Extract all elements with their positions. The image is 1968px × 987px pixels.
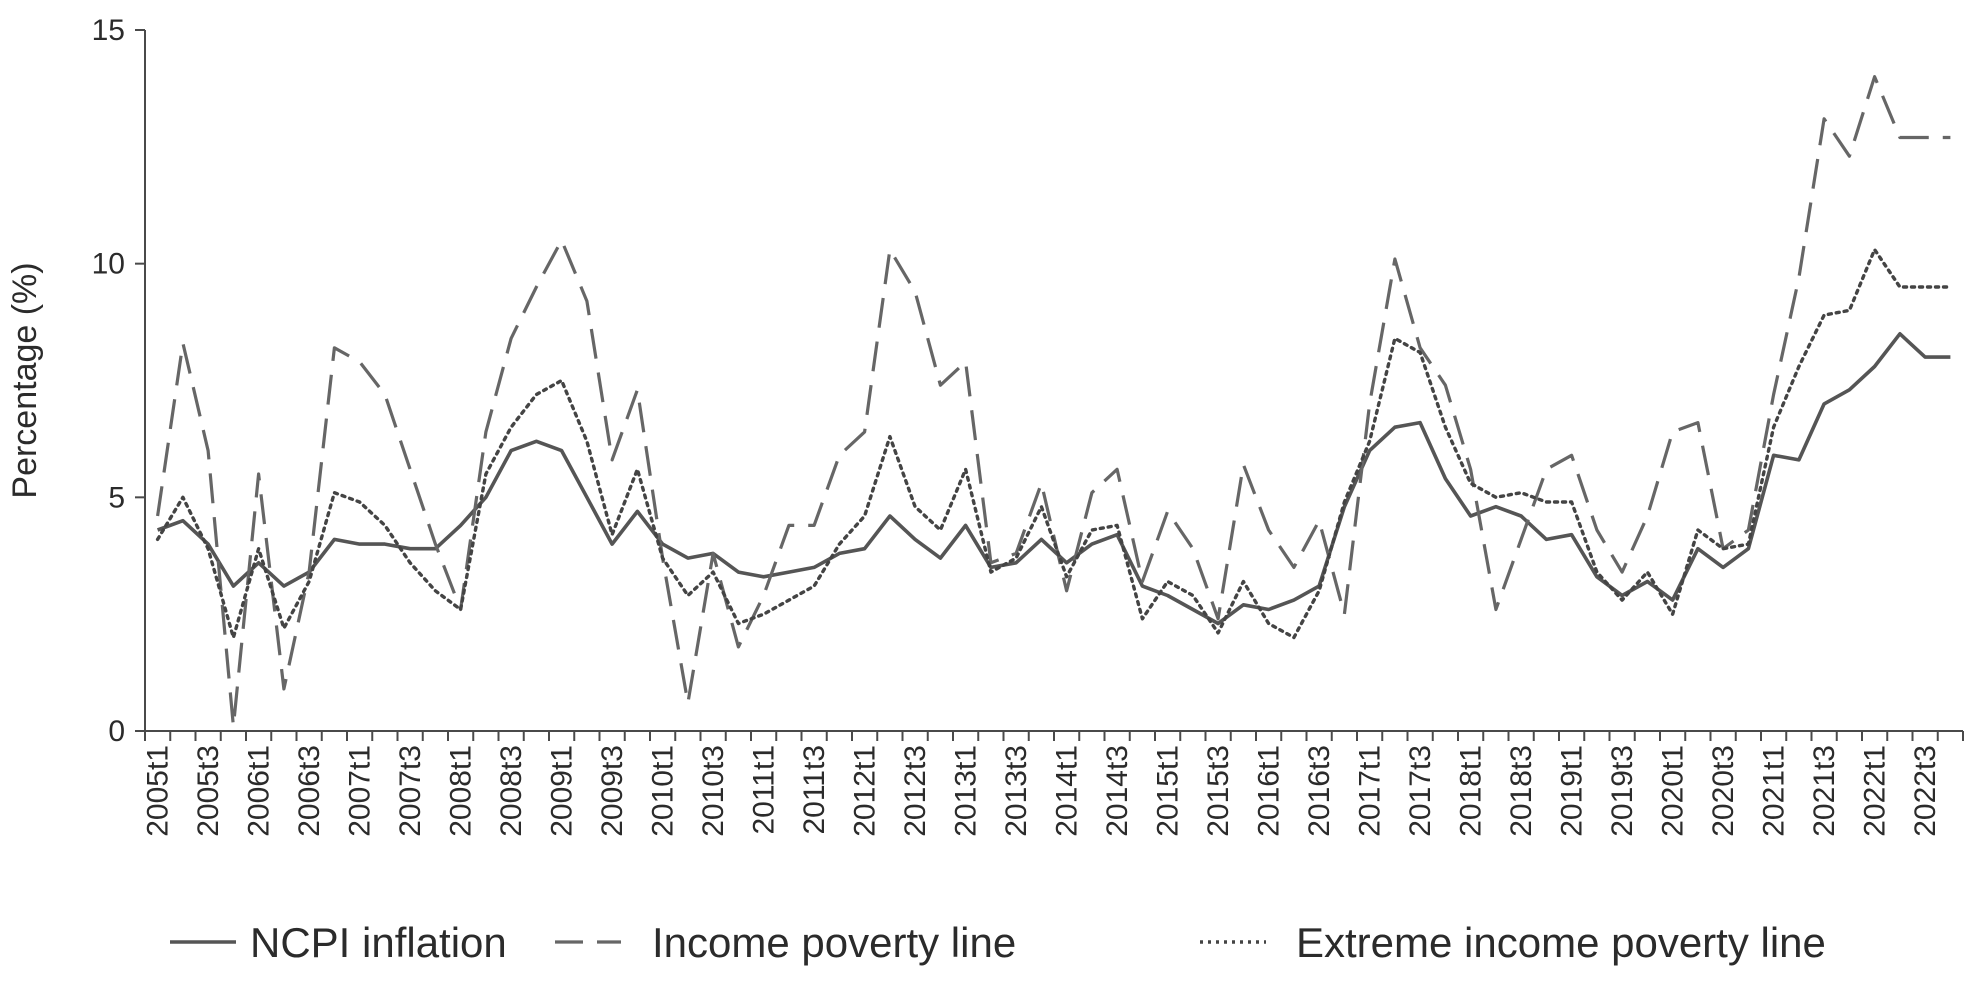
x-tick-label: 2019t1: [1556, 745, 1589, 837]
y-tick-label: 5: [108, 481, 125, 514]
x-tick-label: 2015t1: [1152, 745, 1185, 837]
x-tick-label: 2013t1: [950, 745, 983, 837]
x-tick-label: 2017t3: [1404, 745, 1437, 837]
y-axis-label: Percentage (%): [6, 262, 44, 498]
y-tick-label: 0: [108, 715, 125, 748]
x-tick-label: 2022t1: [1859, 745, 1892, 837]
x-tick-label: 2012t3: [899, 745, 932, 837]
legend-label-3: Extreme income poverty line: [1296, 919, 1826, 966]
x-tick-label: 2020t1: [1657, 745, 1690, 837]
x-tick-label: 2021t3: [1808, 745, 1841, 837]
legend-label-1: NCPI inflation: [250, 919, 507, 966]
x-tick-label: 2007t3: [394, 745, 427, 837]
x-tick-label: 2012t1: [849, 745, 882, 837]
x-tick-label: 2021t1: [1758, 745, 1791, 837]
x-axis-ticks: 2005t1 2005t3 2006t1 2006t3 2007t1 2007t3 2008…: [142, 731, 1964, 837]
x-tick-label: 2009t1: [546, 745, 579, 837]
series-line-1: [156, 331, 1951, 626]
series-line-2: [156, 75, 1951, 728]
x-tick-label: 2020t3: [1707, 745, 1740, 837]
x-tick-label: 2010t1: [647, 745, 680, 837]
x-tick-label: 2013t3: [1000, 745, 1033, 837]
x-tick-label: 2008t3: [495, 745, 528, 837]
x-tick-label: 2018t1: [1455, 745, 1488, 837]
x-tick-label: 2006t1: [243, 745, 276, 837]
y-axis-ticks: 0 5 10 15: [92, 14, 145, 748]
x-tick-label: 2014t3: [1101, 745, 1134, 837]
legend: NCPI inflation Income poverty line Extreme…: [170, 919, 1826, 966]
x-tick-label: 2006t3: [293, 745, 326, 837]
series-layer: [155, 75, 1953, 728]
x-tick-label: 2018t3: [1505, 745, 1538, 837]
y-tick-label: 15: [92, 14, 125, 47]
x-tick-label: 2011t3: [798, 745, 831, 835]
x-tick-label: 2017t1: [1354, 745, 1387, 837]
series-line-3: [155, 247, 1953, 640]
y-tick-label: 10: [92, 248, 125, 281]
x-tick-label: 2008t1: [445, 745, 478, 837]
x-tick-label: 2022t3: [1909, 745, 1942, 837]
legend-label-2: Income poverty line: [652, 919, 1016, 966]
x-tick-label: 2011t1: [748, 745, 781, 835]
x-tick-label: 2005t3: [192, 745, 225, 837]
x-tick-label: 2010t3: [697, 745, 730, 837]
x-tick-label: 2015t3: [1202, 745, 1235, 837]
x-tick-label: 2009t3: [596, 745, 629, 837]
x-tick-label: 2014t1: [1051, 745, 1084, 837]
x-tick-label: 2005t1: [142, 745, 175, 837]
x-tick-label: 2007t1: [344, 745, 377, 837]
x-tick-label: 2019t3: [1606, 745, 1639, 837]
x-tick-label: 2016t1: [1253, 745, 1286, 837]
x-tick-label: 2016t3: [1303, 745, 1336, 837]
